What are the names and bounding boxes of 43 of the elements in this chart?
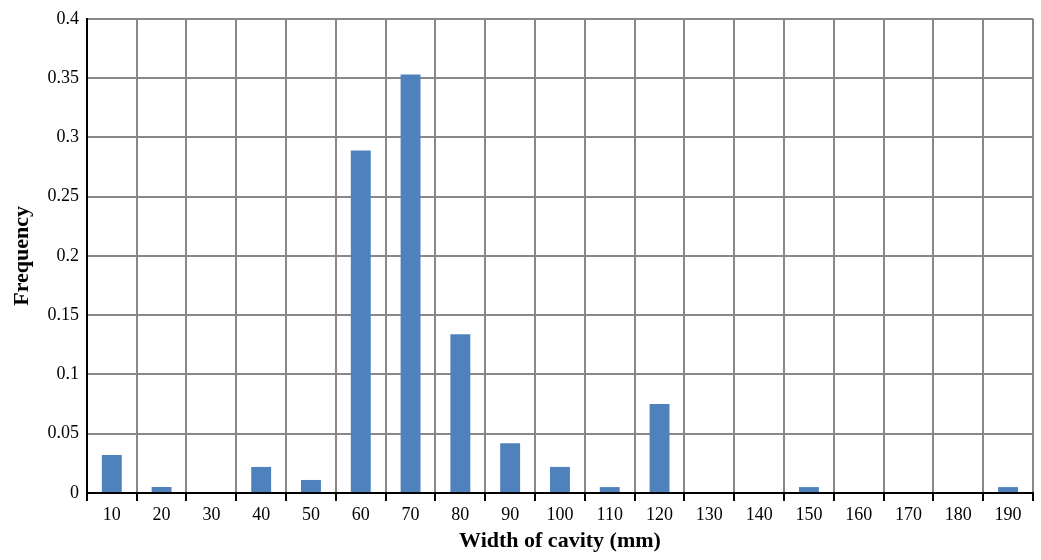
x-tick-label: 150 bbox=[795, 503, 823, 524]
x-tick-label: 160 bbox=[845, 503, 873, 524]
y-tick-label: 0.2 bbox=[56, 244, 79, 265]
bar bbox=[350, 150, 371, 492]
x-axis-title: Width of cavity (mm) bbox=[459, 527, 661, 553]
x-tick-label: 90 bbox=[501, 503, 520, 524]
y-tick-label: 0 bbox=[69, 481, 79, 502]
bar bbox=[500, 443, 521, 492]
x-tick-label: 120 bbox=[646, 503, 674, 524]
bar bbox=[599, 487, 620, 492]
x-tick-label: 60 bbox=[351, 503, 370, 524]
x-tick-label: 170 bbox=[895, 503, 923, 524]
y-tick-label: 0.4 bbox=[56, 7, 79, 28]
y-tick-label: 0.05 bbox=[47, 422, 79, 443]
bar bbox=[151, 487, 172, 492]
bar bbox=[649, 404, 670, 492]
x-tick-label: 190 bbox=[994, 503, 1022, 524]
y-tick-label: 0.25 bbox=[47, 185, 79, 206]
bar bbox=[798, 487, 819, 492]
x-tick-label: 100 bbox=[546, 503, 574, 524]
x-tick-label: 10 bbox=[102, 503, 121, 524]
x-tick-label: 70 bbox=[401, 503, 420, 524]
y-tick-label: 0.3 bbox=[56, 126, 79, 147]
x-tick-label: 110 bbox=[596, 503, 623, 524]
bar bbox=[400, 74, 421, 492]
y-tick-label: 0.35 bbox=[47, 66, 79, 87]
y-axis-title: Frequency bbox=[7, 205, 33, 306]
x-tick-label: 180 bbox=[944, 503, 972, 524]
bar bbox=[101, 455, 122, 492]
bar bbox=[301, 479, 321, 492]
y-tick-label: 0.15 bbox=[47, 303, 79, 324]
y-tick-label: 0.1 bbox=[56, 363, 79, 384]
x-tick-label: 50 bbox=[301, 503, 320, 524]
bar bbox=[450, 334, 471, 492]
x-tick-label: 80 bbox=[451, 503, 470, 524]
x-tick-label: 30 bbox=[202, 503, 221, 524]
x-tick-label: 20 bbox=[152, 503, 171, 524]
bar bbox=[251, 466, 272, 492]
x-tick-label: 140 bbox=[745, 503, 773, 524]
bar bbox=[998, 487, 1019, 492]
bar bbox=[549, 466, 570, 492]
x-tick-label: 130 bbox=[695, 503, 723, 524]
x-tick-label: 40 bbox=[252, 503, 271, 524]
